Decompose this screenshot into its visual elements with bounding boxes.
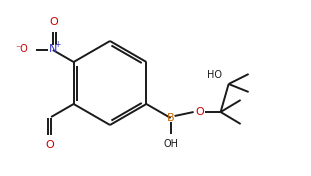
Text: O: O xyxy=(49,17,58,27)
Text: B: B xyxy=(167,113,174,123)
Text: HO: HO xyxy=(207,70,222,80)
Text: O: O xyxy=(195,107,204,117)
Text: N: N xyxy=(49,44,57,54)
Text: ⁻O: ⁻O xyxy=(15,44,28,54)
Text: +: + xyxy=(55,40,61,49)
Text: OH: OH xyxy=(163,139,178,149)
Text: O: O xyxy=(46,140,54,150)
